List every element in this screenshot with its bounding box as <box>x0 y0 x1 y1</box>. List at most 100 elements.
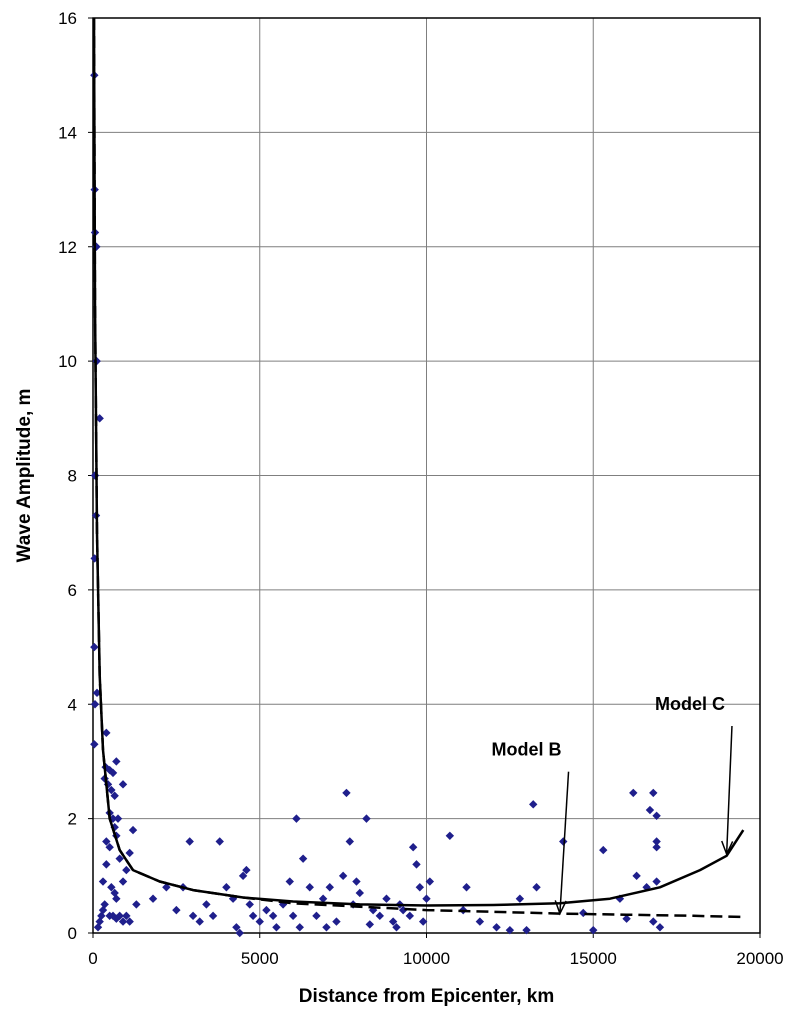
data-point <box>113 814 123 823</box>
y-tick-label: 6 <box>68 581 77 600</box>
data-point <box>652 837 661 846</box>
data-point <box>412 860 421 869</box>
y-axis-title: Wave Amplitude, m <box>14 389 35 563</box>
gridlines <box>93 18 760 933</box>
data-point <box>90 642 99 652</box>
data-point <box>235 928 244 938</box>
y-tick-label: 8 <box>68 467 77 486</box>
data-point <box>90 740 99 749</box>
data-point <box>102 728 111 738</box>
data-point <box>112 757 121 766</box>
x-axis-title: Distance from Epicenter, km <box>299 986 555 1007</box>
data-point <box>148 894 158 903</box>
data-point <box>115 911 124 921</box>
data-point <box>115 854 124 863</box>
y-tick-label: 10 <box>58 352 77 371</box>
annotations: Model B Model C <box>492 694 734 916</box>
annotation-arrow <box>559 771 570 914</box>
x-tick-label: 5000 <box>241 949 279 968</box>
annotation-arrowhead <box>721 840 734 857</box>
y-tick-label: 12 <box>58 238 77 257</box>
data-point <box>655 923 665 932</box>
data-point <box>162 883 171 892</box>
data-point <box>248 911 258 921</box>
data-point <box>475 917 485 926</box>
data-point <box>122 911 131 921</box>
data-point <box>532 883 541 892</box>
annotation-arrowhead <box>554 900 567 916</box>
data-point <box>332 917 341 926</box>
annotation-arrow <box>725 725 733 855</box>
data-point <box>245 900 254 909</box>
data-point <box>522 925 531 935</box>
data-point <box>322 923 331 932</box>
data-point <box>492 923 501 932</box>
data-point <box>515 894 525 903</box>
data-point <box>288 911 298 921</box>
data-point <box>208 911 218 921</box>
data-point <box>268 911 278 921</box>
y-tick-label: 0 <box>68 924 77 943</box>
annotation-label: Model C <box>655 694 725 714</box>
data-point <box>408 843 418 852</box>
data-point <box>285 877 294 886</box>
data-point <box>345 837 354 846</box>
plot-area: 0 5000 10000 15000 20000 0 2 4 6 8 10 12 14 16 Model … <box>58 9 784 968</box>
data-points <box>90 70 665 938</box>
data-point <box>405 911 415 921</box>
data-point <box>232 923 241 932</box>
data-point <box>125 917 134 926</box>
data-point <box>645 805 655 815</box>
data-point <box>388 917 398 926</box>
data-point <box>652 877 661 886</box>
y-tick-label: 4 <box>68 695 77 714</box>
data-point <box>118 877 128 886</box>
data-point <box>108 768 118 778</box>
data-point <box>652 843 661 852</box>
y-tick-label: 16 <box>58 9 77 28</box>
data-point <box>418 917 428 926</box>
data-point <box>132 900 141 909</box>
data-point <box>110 791 119 800</box>
data-point <box>105 843 114 852</box>
data-point <box>118 780 128 789</box>
data-point <box>195 917 204 926</box>
data-point <box>318 894 328 903</box>
data-point <box>295 923 304 932</box>
data-point <box>92 688 102 698</box>
data-point <box>222 883 231 892</box>
data-point <box>298 854 308 863</box>
data-point <box>352 877 361 886</box>
data-point <box>107 785 116 795</box>
data-point <box>652 811 661 820</box>
data-point <box>95 414 104 423</box>
data-point <box>242 865 251 875</box>
data-point <box>128 825 138 835</box>
data-point <box>422 894 431 903</box>
data-point <box>125 848 134 858</box>
data-point <box>92 242 101 251</box>
data-point <box>90 700 100 709</box>
data-point <box>202 900 211 909</box>
data-point <box>365 920 375 929</box>
data-point <box>505 925 515 935</box>
data-point <box>342 788 351 798</box>
data-point <box>629 788 638 798</box>
data-point <box>425 877 435 886</box>
data-point <box>272 923 281 932</box>
data-point <box>102 837 111 846</box>
x-tick-label: 0 <box>88 949 97 968</box>
y-tick-label: 2 <box>68 810 77 829</box>
x-tick-label: 10000 <box>403 949 450 968</box>
data-point <box>559 837 568 846</box>
axes: 0 5000 10000 15000 20000 0 2 4 6 8 10 12 14 16 <box>58 9 784 968</box>
data-point <box>355 888 364 898</box>
data-point <box>415 883 425 892</box>
data-point <box>599 845 608 855</box>
data-point <box>122 865 131 875</box>
data-point <box>102 860 111 869</box>
data-point <box>215 837 224 846</box>
data-point <box>382 894 391 903</box>
data-point <box>462 883 471 892</box>
data-point <box>255 917 264 926</box>
